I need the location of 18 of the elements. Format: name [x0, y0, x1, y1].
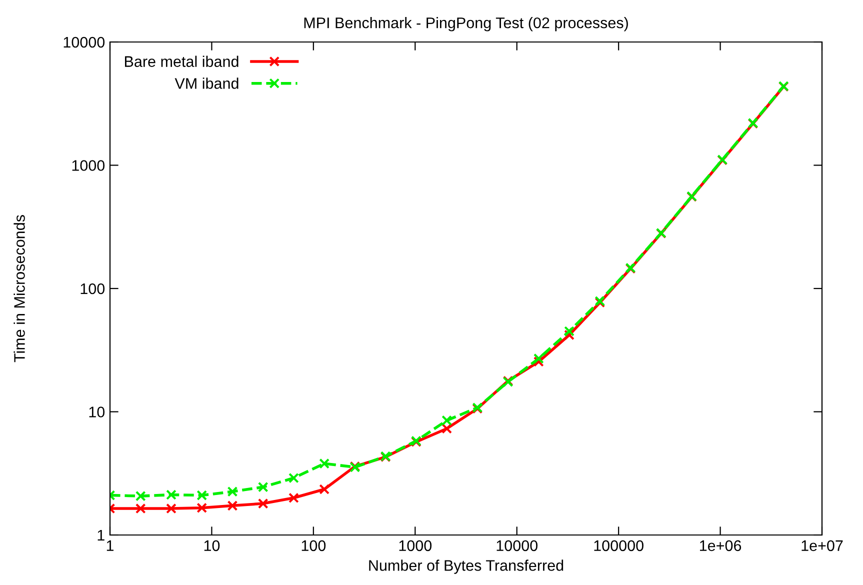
x-tick-label: 1e+06: [700, 540, 742, 552]
y-tick-label: 10: [89, 406, 105, 418]
x-tick-label: 1e+07: [802, 540, 843, 552]
chart-title: MPI Benchmark - PingPong Test (02 processes): [304, 17, 628, 32]
y-tick-label: 10000: [64, 36, 105, 48]
x-tick-label: 1: [106, 540, 114, 551]
x-tick-label: 1000: [399, 540, 432, 552]
x-tick-label: 10000: [496, 540, 538, 552]
y-tick-label: 100: [80, 283, 105, 294]
y-tick-label: 1000: [72, 160, 105, 171]
y-tick-label: 1: [98, 530, 104, 541]
x-axis-title: Number of Bytes Transferred: [369, 560, 564, 574]
legend-label: Bare metal iband: [125, 56, 238, 67]
x-tick-label: 100000: [594, 540, 644, 552]
x-tick-label: 100: [302, 540, 326, 552]
legend-label: VM iband: [174, 78, 238, 89]
y-axis-title: Time in Microseconds: [14, 215, 25, 362]
x-tick-label: 10: [204, 540, 220, 552]
